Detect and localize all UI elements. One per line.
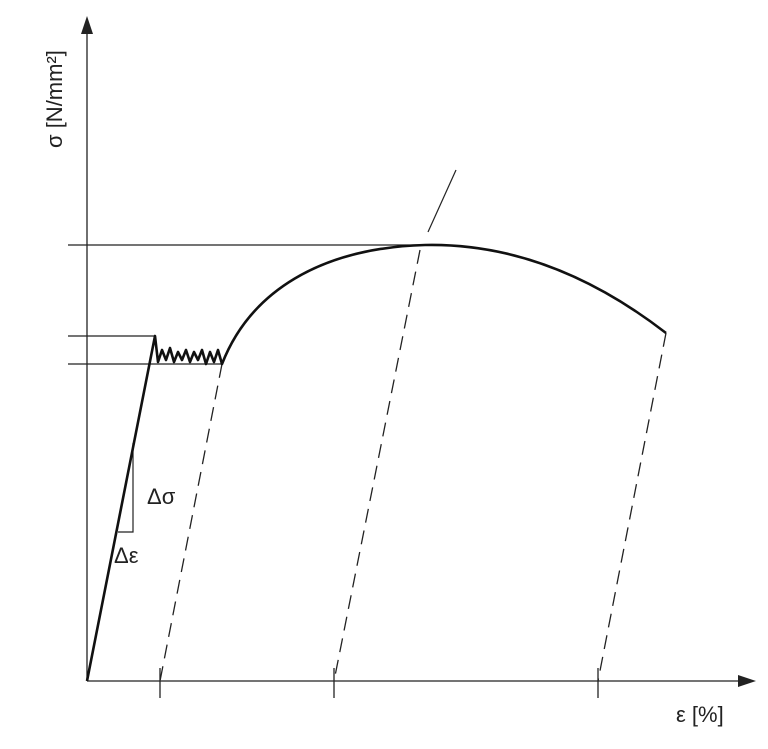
delta-epsilon-label: Δε [114,543,139,568]
unloading-lines [159,249,667,682]
x-arrow [738,675,756,687]
unload-3 [597,332,667,682]
x-axis-label: ε [%] [676,702,724,727]
reference-lines [68,169,457,533]
axes [81,16,756,698]
delta-sigma-label: Δσ [147,484,176,509]
slope-triangle [118,443,134,533]
y-arrow [81,16,93,34]
stress-strain-curve [85,243,667,682]
unload-2 [333,249,421,682]
tangent-line [427,169,457,233]
unload-1 [159,363,223,682]
y-axis-label: σ [N/mm²] [42,50,67,148]
